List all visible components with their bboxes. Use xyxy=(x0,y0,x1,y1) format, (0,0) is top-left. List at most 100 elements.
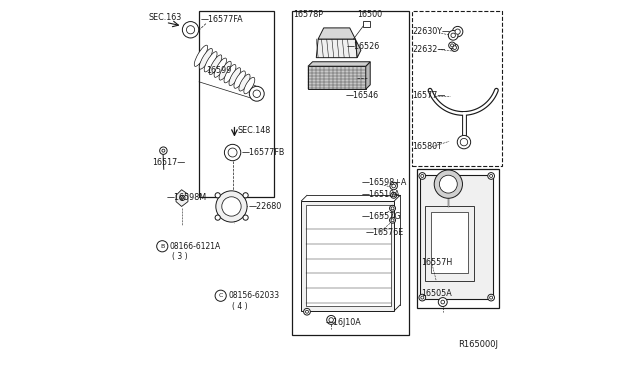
Text: —16526: —16526 xyxy=(347,42,380,51)
Circle shape xyxy=(449,31,458,40)
Circle shape xyxy=(457,135,470,149)
Circle shape xyxy=(186,26,195,34)
Circle shape xyxy=(452,26,463,37)
Ellipse shape xyxy=(244,77,255,94)
Circle shape xyxy=(326,315,335,324)
Text: —22680: —22680 xyxy=(248,202,282,211)
Ellipse shape xyxy=(204,52,217,72)
Polygon shape xyxy=(176,190,188,206)
Ellipse shape xyxy=(199,48,212,69)
Text: SEC.163: SEC.163 xyxy=(148,13,181,22)
Text: —16510A: —16510A xyxy=(362,190,400,199)
Ellipse shape xyxy=(239,74,250,91)
Circle shape xyxy=(419,173,426,179)
Circle shape xyxy=(451,44,458,51)
Circle shape xyxy=(419,294,426,301)
Text: —16576E: —16576E xyxy=(365,228,404,237)
Text: C: C xyxy=(218,293,223,298)
Circle shape xyxy=(434,170,463,198)
Bar xyxy=(417,169,499,308)
Text: 16578P: 16578P xyxy=(293,10,323,19)
Circle shape xyxy=(391,219,394,222)
Circle shape xyxy=(490,296,493,299)
Circle shape xyxy=(438,298,447,307)
Circle shape xyxy=(451,44,454,47)
Circle shape xyxy=(216,191,247,222)
Circle shape xyxy=(329,318,333,322)
Circle shape xyxy=(243,193,248,198)
Ellipse shape xyxy=(209,55,222,75)
Circle shape xyxy=(488,173,495,179)
Polygon shape xyxy=(318,28,355,39)
Circle shape xyxy=(228,148,237,157)
Polygon shape xyxy=(355,39,361,58)
Polygon shape xyxy=(308,62,370,66)
Circle shape xyxy=(441,300,445,304)
Circle shape xyxy=(159,147,167,154)
Ellipse shape xyxy=(195,45,207,67)
Circle shape xyxy=(460,138,468,146)
Circle shape xyxy=(488,294,495,301)
Circle shape xyxy=(157,241,168,252)
Circle shape xyxy=(490,174,493,177)
Text: —16557G: —16557G xyxy=(362,212,401,221)
Circle shape xyxy=(392,184,396,188)
Text: ( 4 ): ( 4 ) xyxy=(232,302,248,311)
Text: —16598+A: —16598+A xyxy=(362,178,407,187)
Text: ( 3 ): ( 3 ) xyxy=(172,252,188,261)
Text: 16599: 16599 xyxy=(206,66,231,75)
Circle shape xyxy=(390,205,396,211)
Bar xyxy=(425,206,474,281)
Circle shape xyxy=(215,193,220,198)
Circle shape xyxy=(182,22,199,38)
Text: B: B xyxy=(160,244,164,249)
Text: 16580T: 16580T xyxy=(412,142,442,151)
Text: —16577FA: —16577FA xyxy=(201,15,244,24)
Bar xyxy=(412,11,502,166)
Bar xyxy=(420,175,493,299)
Circle shape xyxy=(303,308,310,315)
Circle shape xyxy=(253,90,260,97)
Circle shape xyxy=(390,182,397,190)
Text: SEC.148: SEC.148 xyxy=(237,126,271,135)
Text: —16598M: —16598M xyxy=(167,193,207,202)
Text: 08166-6121A: 08166-6121A xyxy=(170,242,221,251)
Text: 16500: 16500 xyxy=(357,10,382,19)
Circle shape xyxy=(225,144,241,161)
Circle shape xyxy=(421,296,424,299)
Circle shape xyxy=(243,215,248,220)
Circle shape xyxy=(305,310,308,313)
Bar xyxy=(431,212,468,273)
Text: R165000J: R165000J xyxy=(458,340,499,349)
Bar xyxy=(308,66,365,89)
Text: —16J10A: —16J10A xyxy=(326,318,362,327)
Ellipse shape xyxy=(234,71,245,88)
Bar xyxy=(292,11,410,335)
Text: 22632—: 22632— xyxy=(412,45,445,54)
Polygon shape xyxy=(365,62,370,89)
Text: 16557H: 16557H xyxy=(422,258,453,267)
Circle shape xyxy=(215,290,227,301)
Ellipse shape xyxy=(219,61,231,80)
Text: —16577FB: —16577FB xyxy=(242,148,285,157)
Circle shape xyxy=(181,197,184,199)
Circle shape xyxy=(215,215,220,220)
Circle shape xyxy=(390,217,396,223)
Bar xyxy=(306,205,390,306)
Circle shape xyxy=(250,86,264,101)
Circle shape xyxy=(451,33,456,38)
Bar xyxy=(363,21,370,27)
Text: 08156-62033: 08156-62033 xyxy=(228,291,279,300)
Text: 22630Y—: 22630Y— xyxy=(412,27,451,36)
Ellipse shape xyxy=(214,58,227,77)
Circle shape xyxy=(453,46,456,49)
Circle shape xyxy=(421,174,424,177)
Circle shape xyxy=(391,207,394,210)
Ellipse shape xyxy=(224,64,236,83)
Text: 16577—: 16577— xyxy=(412,92,445,100)
Text: —16546: —16546 xyxy=(346,92,379,100)
Circle shape xyxy=(449,42,456,49)
Bar xyxy=(199,11,273,197)
Polygon shape xyxy=(316,39,357,58)
Circle shape xyxy=(180,195,185,201)
